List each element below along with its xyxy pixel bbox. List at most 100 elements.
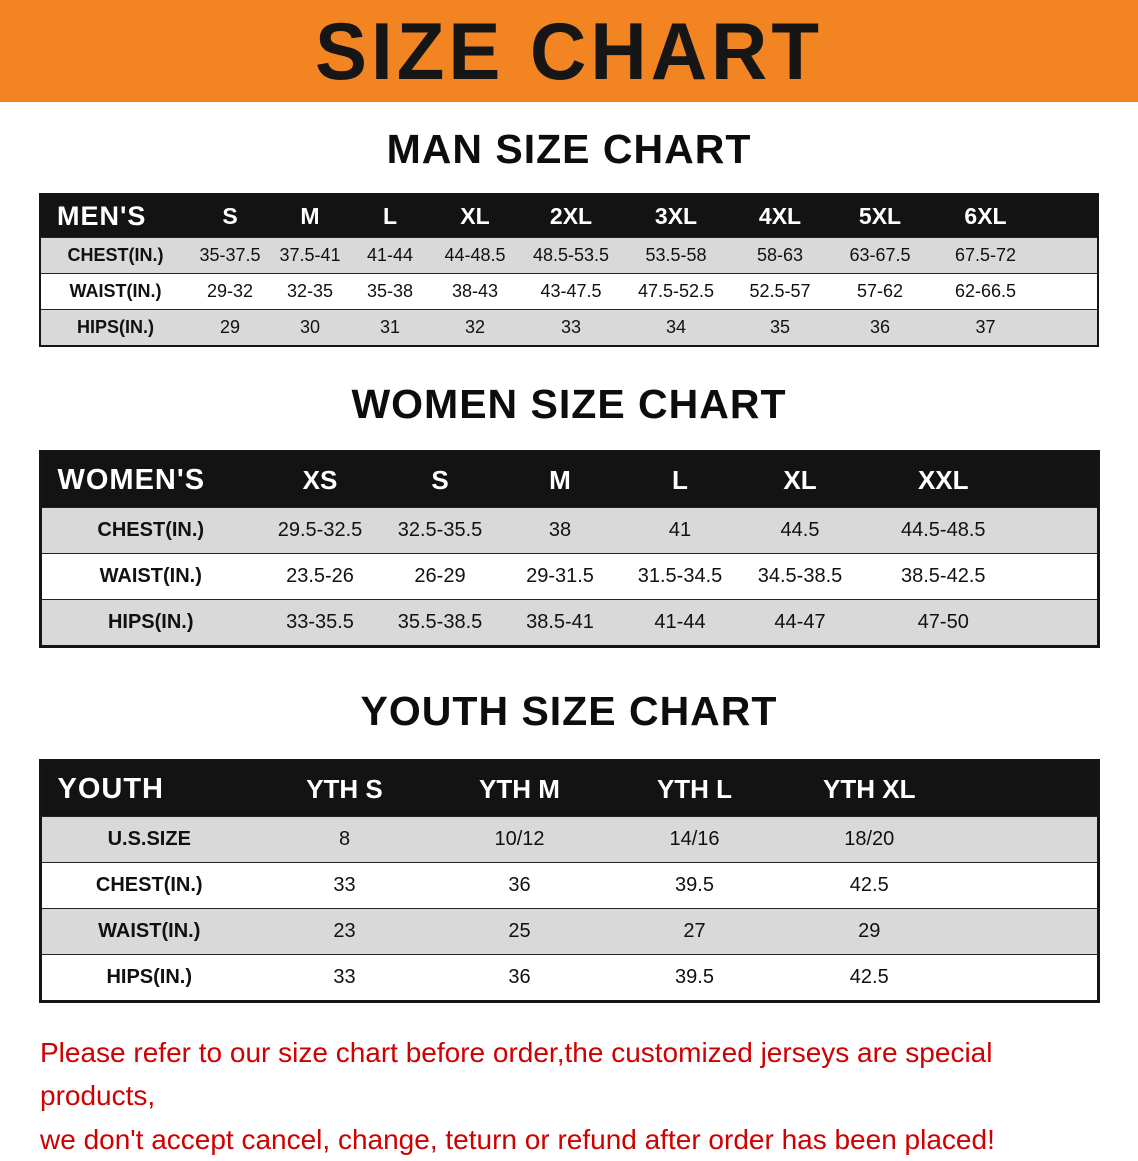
women-section-heading: WOMEN SIZE CHART [351, 381, 787, 427]
women-hips-row-label: HIPS(IN.) [107, 611, 194, 633]
men-size-section: MAN SIZE CHART MEN'S S M L XL 2XL 3XL 4X… [0, 126, 1138, 347]
size-chart-banner: SIZE CHART [0, 0, 1138, 102]
youth-chest-row: CHEST(IN.) 33 36 39.5 42.5 [40, 862, 1098, 909]
men-chest-value: 58-63 [756, 245, 804, 265]
men-waist-value: 29-32 [206, 281, 254, 301]
men-waist-value: 62-66.5 [954, 281, 1017, 301]
women-chest-value: 29.5-32.5 [277, 519, 363, 541]
men-chest-value: 35-37.5 [199, 245, 261, 265]
youth-waist-row-label: WAIST(IN.) [98, 920, 201, 942]
men-hips-value: 30 [299, 317, 321, 337]
disclaimer-line-2: we don't accept cancel, change, teturn o… [40, 1123, 995, 1155]
youth-waist-value: 23 [333, 920, 356, 942]
youth-waist-value: 25 [508, 920, 531, 942]
youth-waist-value: 27 [683, 920, 706, 942]
women-size-header-m: M [500, 451, 620, 508]
youth-size-header-yth-l: YTH L [607, 760, 782, 817]
men-waist-value: 52.5-57 [749, 281, 811, 301]
men-size-header-s: S [190, 194, 270, 238]
women-chest-value: 32.5-35.5 [397, 519, 483, 541]
men-chest-value: 37.5-41 [279, 245, 341, 265]
men-chest-value: 48.5-53.5 [532, 245, 610, 265]
youth-hips-row-label: HIPS(IN.) [106, 966, 193, 988]
youth-table-corner-header: YOUTH [40, 760, 257, 817]
women-hips-value: 44-47 [774, 611, 826, 633]
women-size-header-xxl: XXL [860, 451, 1098, 508]
men-section-heading: MAN SIZE CHART [386, 126, 752, 172]
men-waist-value: 38-43 [451, 281, 499, 301]
women-chest-row: CHEST(IN.) 29.5-32.5 32.5-35.5 38 41 44.… [40, 507, 1098, 554]
youth-chest-value: 42.5 [849, 874, 889, 896]
women-waist-value: 34.5-38.5 [757, 565, 843, 587]
youth-ussize-value: 8 [338, 828, 351, 850]
men-chest-row-label: CHEST(IN.) [67, 245, 164, 265]
women-table-corner-header: WOMEN'S [40, 451, 260, 508]
men-size-header-5xl: 5XL [830, 194, 930, 238]
youth-hips-value: 33 [333, 966, 356, 988]
disclaimer-line-1: Please refer to our size chart before or… [40, 1037, 993, 1112]
youth-ussize-value: 14/16 [669, 828, 720, 850]
women-size-table: WOMEN'S XS S M L XL XXL CHEST(IN.) 29.5-… [38, 450, 1100, 648]
youth-chest-row-label: CHEST(IN.) [95, 874, 203, 896]
men-waist-value: 35-38 [366, 281, 414, 301]
men-hips-row-label: HIPS(IN.) [76, 317, 154, 337]
men-waist-row: WAIST(IN.) 29-32 32-35 35-38 38-43 43-47… [40, 273, 1098, 310]
women-size-header-xs: XS [260, 451, 380, 508]
youth-waist-value: 29 [858, 920, 881, 942]
youth-waist-row: WAIST(IN.) 23 25 27 29 [40, 908, 1098, 955]
men-waist-value: 32-35 [286, 281, 334, 301]
women-waist-row-label: WAIST(IN.) [99, 565, 202, 587]
women-hips-value: 41-44 [654, 611, 706, 633]
youth-ussize-value: 10/12 [494, 828, 545, 850]
youth-table-header-row: YOUTH YTH S YTH M YTH L YTH XL [40, 760, 1098, 817]
men-chest-value: 41-44 [366, 245, 414, 265]
youth-chest-value: 39.5 [675, 874, 714, 896]
women-hips-row: HIPS(IN.) 33-35.5 35.5-38.5 38.5-41 41-4… [40, 599, 1098, 647]
women-waist-value: 23.5-26 [286, 565, 354, 587]
banner-title: SIZE CHART [315, 5, 823, 97]
youth-hips-value: 39.5 [675, 966, 714, 988]
men-waist-value: 47.5-52.5 [637, 281, 715, 301]
youth-hips-value: 36 [508, 966, 531, 988]
men-size-header-xl: XL [430, 194, 520, 238]
men-chest-value: 67.5-72 [954, 245, 1017, 265]
women-table-header-row: WOMEN'S XS S M L XL XXL [40, 451, 1098, 508]
youth-ussize-row: U.S.SIZE 8 10/12 14/16 18/20 [40, 816, 1098, 863]
youth-size-table: YOUTH YTH S YTH M YTH L YTH XL U.S.SIZE … [38, 759, 1100, 1003]
men-size-table: MEN'S S M L XL 2XL 3XL 4XL 5XL 6XL CHEST… [39, 193, 1099, 347]
women-chest-value: 44.5-48.5 [900, 519, 986, 541]
men-hips-value: 33 [560, 317, 582, 337]
youth-size-header-yth-xl: YTH XL [782, 760, 1098, 817]
women-size-header-xl: XL [740, 451, 860, 508]
youth-chest-value: 33 [333, 874, 356, 896]
youth-hips-row: HIPS(IN.) 33 36 39.5 42.5 [40, 954, 1098, 1002]
women-waist-row: WAIST(IN.) 23.5-26 26-29 29-31.5 31.5-34… [40, 553, 1098, 600]
men-waist-value: 57-62 [856, 281, 904, 301]
youth-ussize-row-label: U.S.SIZE [107, 828, 191, 850]
men-size-header-6xl: 6XL [930, 194, 1098, 238]
men-size-header-l: L [350, 194, 430, 238]
youth-size-header-yth-s: YTH S [257, 760, 432, 817]
men-chest-value: 44-48.5 [444, 245, 506, 265]
youth-ussize-value: 18/20 [844, 828, 895, 850]
women-hips-value: 38.5-41 [526, 611, 594, 633]
youth-size-header-yth-m: YTH M [432, 760, 607, 817]
men-chest-value: 53.5-58 [645, 245, 707, 265]
disclaimer: Please refer to our size chart before or… [40, 1031, 1098, 1161]
men-hips-value: 35 [769, 317, 791, 337]
men-chest-value: 63-67.5 [849, 245, 911, 265]
men-hips-row: HIPS(IN.) 29 30 31 32 33 34 35 36 37 [40, 309, 1098, 346]
women-waist-value: 29-31.5 [526, 565, 594, 587]
youth-hips-value: 42.5 [849, 966, 889, 988]
women-size-header-l: L [620, 451, 740, 508]
women-hips-value: 35.5-38.5 [397, 611, 483, 633]
women-size-section: WOMEN SIZE CHART WOMEN'S XS S M L XL XXL [0, 381, 1138, 648]
women-chest-value: 38 [548, 519, 572, 541]
women-hips-value: 47-50 [917, 611, 969, 633]
men-waist-row-label: WAIST(IN.) [69, 281, 162, 301]
youth-chest-value: 36 [508, 874, 531, 896]
men-chest-row: CHEST(IN.) 35-37.5 37.5-41 41-44 44-48.5… [40, 237, 1098, 274]
women-chest-row-label: CHEST(IN.) [97, 519, 205, 541]
men-hips-value: 37 [975, 317, 996, 337]
